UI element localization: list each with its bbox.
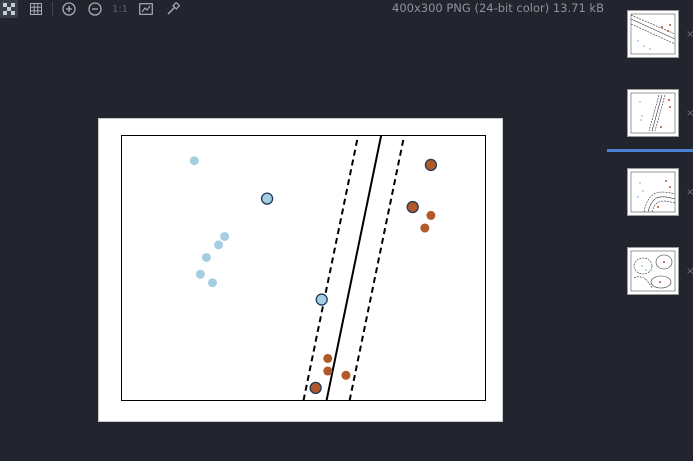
- toolbar-separator: [52, 2, 53, 16]
- thumbnail-3-close-icon[interactable]: ×: [686, 187, 693, 198]
- actual-size-icon: 1:1: [111, 3, 129, 15]
- color-picker-button[interactable]: [164, 0, 182, 18]
- thumbnail-1-preview: [630, 13, 676, 55]
- color-picker-icon: [167, 2, 180, 15]
- class-a-point: [208, 278, 217, 288]
- class-b-support-vector: [309, 381, 322, 395]
- zoom-in-button[interactable]: [60, 0, 78, 18]
- plot-axes-frame: [121, 135, 486, 401]
- grid-icon: [30, 3, 42, 15]
- thumbnail-1-close-icon[interactable]: ×: [686, 29, 693, 40]
- thumbnail-3[interactable]: [627, 168, 679, 216]
- thumbnail-4[interactable]: [627, 247, 679, 295]
- actual-size-button[interactable]: 1:1: [111, 0, 129, 18]
- class-b-point: [341, 370, 351, 380]
- viewer-toolbar: 1:1 400x300 PNG (24-bit color) 13.71 kB: [0, 0, 610, 18]
- class-b-point: [323, 366, 333, 376]
- thumbnail-4-close-icon[interactable]: ×: [686, 266, 693, 277]
- zoom-in-icon: [62, 2, 76, 16]
- thumbnail-2-close-icon[interactable]: ×: [686, 108, 693, 119]
- decision-boundary-line: [325, 135, 383, 401]
- thumbnail-strip: × × × ×: [607, 0, 693, 461]
- thumbnail-3-preview: [630, 171, 676, 213]
- image-canvas[interactable]: [98, 118, 503, 422]
- class-a-support-vector: [260, 192, 274, 205]
- class-b-point: [420, 223, 430, 233]
- grid-button[interactable]: [27, 0, 45, 18]
- thumbnail-selection-indicator: [607, 149, 693, 152]
- class-a-point: [189, 156, 199, 166]
- fit-window-icon: [139, 3, 153, 15]
- class-a-point: [220, 231, 230, 241]
- class-a-support-vector: [315, 293, 328, 306]
- class-b-point: [426, 210, 436, 220]
- data-points: [189, 156, 438, 395]
- class-a-point: [195, 269, 205, 279]
- image-info: 400x300 PNG (24-bit color) 13.71 kB: [392, 1, 604, 15]
- class-b-point: [323, 353, 333, 363]
- svm-plot: [121, 135, 486, 401]
- margin-line-upper: [348, 135, 406, 401]
- checkerboard-button[interactable]: [0, 0, 18, 18]
- thumbnail-2-preview: [630, 92, 676, 134]
- class-a-point: [201, 252, 211, 262]
- checkerboard-icon: [3, 3, 15, 15]
- margin-line-lower: [302, 135, 360, 401]
- zoom-out-icon: [88, 2, 102, 16]
- thumbnail-2[interactable]: [627, 89, 679, 137]
- class-b-support-vector: [406, 200, 419, 214]
- thumbnail-1[interactable]: [627, 10, 679, 58]
- thumbnail-4-preview: [630, 250, 676, 292]
- fit-window-button[interactable]: [137, 0, 155, 18]
- zoom-out-button[interactable]: [86, 0, 104, 18]
- class-a-point: [214, 240, 224, 250]
- decision-lines: [302, 135, 406, 401]
- class-b-support-vector: [424, 158, 438, 172]
